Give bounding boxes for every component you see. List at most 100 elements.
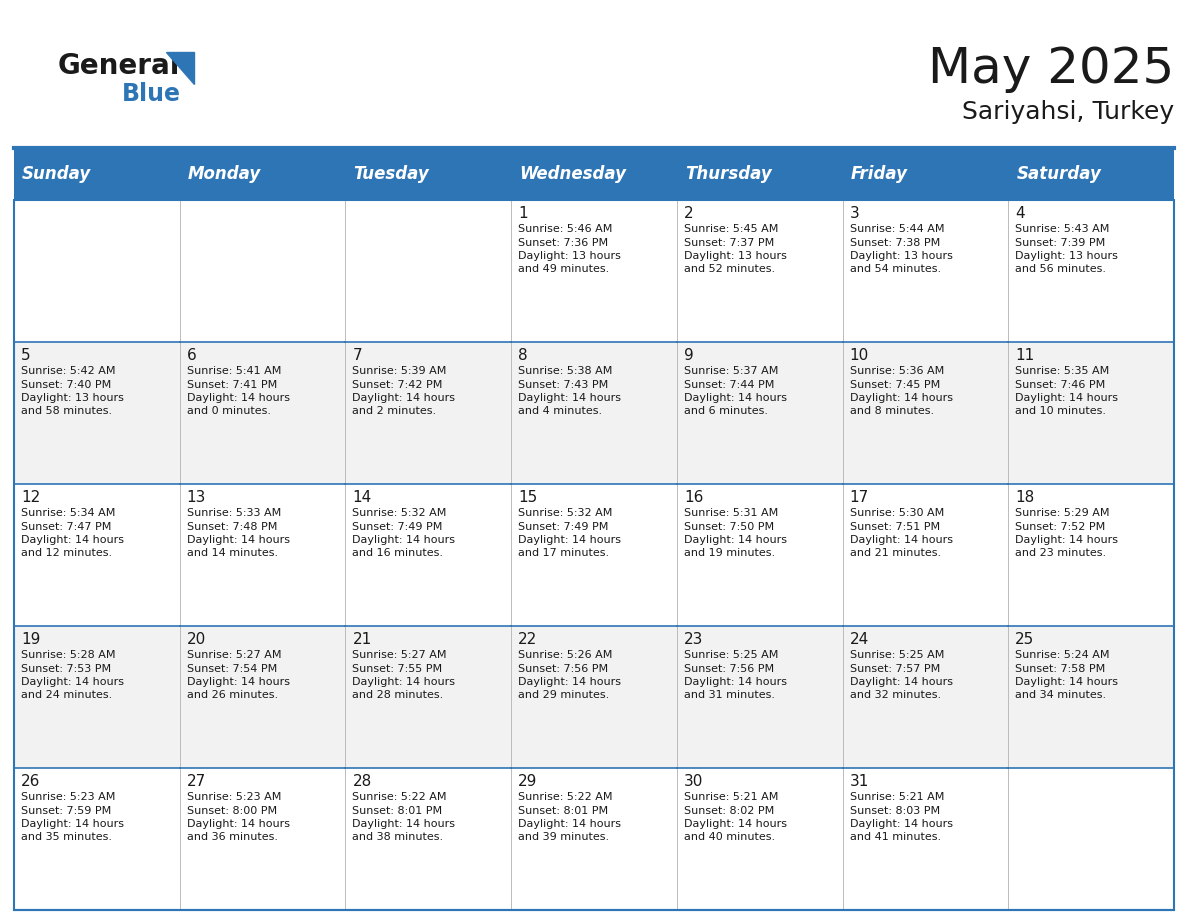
Text: 20: 20 bbox=[187, 632, 206, 647]
Text: Sunrise: 5:41 AM: Sunrise: 5:41 AM bbox=[187, 366, 282, 376]
Text: and 21 minutes.: and 21 minutes. bbox=[849, 548, 941, 558]
Text: Sunset: 7:42 PM: Sunset: 7:42 PM bbox=[353, 379, 443, 389]
Text: Daylight: 14 hours: Daylight: 14 hours bbox=[684, 677, 786, 687]
Text: Daylight: 14 hours: Daylight: 14 hours bbox=[353, 393, 455, 403]
Text: Sunset: 7:50 PM: Sunset: 7:50 PM bbox=[684, 521, 775, 532]
Text: 10: 10 bbox=[849, 348, 868, 363]
Text: Daylight: 14 hours: Daylight: 14 hours bbox=[353, 677, 455, 687]
Text: 29: 29 bbox=[518, 774, 537, 789]
Text: and 54 minutes.: and 54 minutes. bbox=[849, 264, 941, 274]
Text: and 35 minutes.: and 35 minutes. bbox=[21, 833, 112, 843]
Text: Daylight: 13 hours: Daylight: 13 hours bbox=[849, 251, 953, 261]
Text: Sunset: 7:41 PM: Sunset: 7:41 PM bbox=[187, 379, 277, 389]
Text: Sunset: 7:36 PM: Sunset: 7:36 PM bbox=[518, 238, 608, 248]
Text: Sunrise: 5:23 AM: Sunrise: 5:23 AM bbox=[187, 792, 282, 802]
Text: 9: 9 bbox=[684, 348, 694, 363]
Text: Sunrise: 5:32 AM: Sunrise: 5:32 AM bbox=[353, 508, 447, 518]
Text: Daylight: 14 hours: Daylight: 14 hours bbox=[1016, 535, 1118, 545]
Polygon shape bbox=[166, 52, 194, 84]
Text: Sunrise: 5:35 AM: Sunrise: 5:35 AM bbox=[1016, 366, 1110, 376]
Text: Sunrise: 5:21 AM: Sunrise: 5:21 AM bbox=[849, 792, 944, 802]
Text: Sunrise: 5:21 AM: Sunrise: 5:21 AM bbox=[684, 792, 778, 802]
Text: Daylight: 14 hours: Daylight: 14 hours bbox=[849, 819, 953, 829]
Text: Blue: Blue bbox=[122, 82, 181, 106]
Text: Saturday: Saturday bbox=[1016, 165, 1101, 183]
Text: Sunset: 7:47 PM: Sunset: 7:47 PM bbox=[21, 521, 112, 532]
Bar bbox=[677, 200, 842, 342]
Bar bbox=[1009, 768, 1174, 910]
Text: Sunday: Sunday bbox=[23, 165, 91, 183]
Text: and 29 minutes.: and 29 minutes. bbox=[518, 690, 609, 700]
Text: Sunrise: 5:36 AM: Sunrise: 5:36 AM bbox=[849, 366, 943, 376]
Text: Daylight: 13 hours: Daylight: 13 hours bbox=[684, 251, 786, 261]
Text: Daylight: 14 hours: Daylight: 14 hours bbox=[684, 535, 786, 545]
Text: Sunset: 7:37 PM: Sunset: 7:37 PM bbox=[684, 238, 775, 248]
Text: Sunrise: 5:23 AM: Sunrise: 5:23 AM bbox=[21, 792, 115, 802]
Text: Sunrise: 5:30 AM: Sunrise: 5:30 AM bbox=[849, 508, 943, 518]
Bar bbox=[14, 200, 1174, 910]
Text: Sunset: 7:55 PM: Sunset: 7:55 PM bbox=[353, 664, 443, 674]
Text: 17: 17 bbox=[849, 490, 868, 505]
Text: and 23 minutes.: and 23 minutes. bbox=[1016, 548, 1106, 558]
Text: and 38 minutes.: and 38 minutes. bbox=[353, 833, 443, 843]
Text: Daylight: 13 hours: Daylight: 13 hours bbox=[1016, 251, 1118, 261]
Text: Sunset: 7:46 PM: Sunset: 7:46 PM bbox=[1016, 379, 1106, 389]
Bar bbox=[677, 768, 842, 910]
Text: Sariyahsi, Turkey: Sariyahsi, Turkey bbox=[962, 100, 1174, 124]
Text: 14: 14 bbox=[353, 490, 372, 505]
Bar bbox=[511, 626, 677, 768]
Text: Daylight: 14 hours: Daylight: 14 hours bbox=[187, 677, 290, 687]
Text: and 40 minutes.: and 40 minutes. bbox=[684, 833, 775, 843]
Bar bbox=[1009, 200, 1174, 342]
Bar bbox=[14, 484, 179, 626]
Text: and 16 minutes.: and 16 minutes. bbox=[353, 548, 443, 558]
Text: Daylight: 14 hours: Daylight: 14 hours bbox=[21, 819, 124, 829]
Text: 2: 2 bbox=[684, 206, 694, 221]
Text: Sunrise: 5:45 AM: Sunrise: 5:45 AM bbox=[684, 224, 778, 234]
Text: Daylight: 14 hours: Daylight: 14 hours bbox=[684, 819, 786, 829]
Text: and 39 minutes.: and 39 minutes. bbox=[518, 833, 609, 843]
Text: Sunset: 7:56 PM: Sunset: 7:56 PM bbox=[684, 664, 775, 674]
Text: 12: 12 bbox=[21, 490, 40, 505]
Text: and 2 minutes.: and 2 minutes. bbox=[353, 407, 436, 417]
Text: Sunset: 7:51 PM: Sunset: 7:51 PM bbox=[849, 521, 940, 532]
Bar bbox=[677, 342, 842, 484]
Bar bbox=[14, 768, 179, 910]
Text: Sunrise: 5:22 AM: Sunrise: 5:22 AM bbox=[353, 792, 447, 802]
Bar bbox=[842, 342, 1009, 484]
Text: 25: 25 bbox=[1016, 632, 1035, 647]
Text: Sunset: 7:57 PM: Sunset: 7:57 PM bbox=[849, 664, 940, 674]
Text: 15: 15 bbox=[518, 490, 537, 505]
Text: Daylight: 14 hours: Daylight: 14 hours bbox=[21, 677, 124, 687]
Bar bbox=[179, 342, 346, 484]
Text: Sunset: 8:01 PM: Sunset: 8:01 PM bbox=[518, 805, 608, 815]
Text: Daylight: 14 hours: Daylight: 14 hours bbox=[849, 393, 953, 403]
Text: Sunset: 7:54 PM: Sunset: 7:54 PM bbox=[187, 664, 277, 674]
Text: Sunrise: 5:37 AM: Sunrise: 5:37 AM bbox=[684, 366, 778, 376]
Text: 19: 19 bbox=[21, 632, 40, 647]
Text: 1: 1 bbox=[518, 206, 527, 221]
Text: 23: 23 bbox=[684, 632, 703, 647]
Text: Daylight: 14 hours: Daylight: 14 hours bbox=[518, 677, 621, 687]
Text: Daylight: 14 hours: Daylight: 14 hours bbox=[518, 393, 621, 403]
Text: Sunrise: 5:27 AM: Sunrise: 5:27 AM bbox=[353, 650, 447, 660]
Text: and 14 minutes.: and 14 minutes. bbox=[187, 548, 278, 558]
Text: and 19 minutes.: and 19 minutes. bbox=[684, 548, 775, 558]
Text: Sunset: 8:01 PM: Sunset: 8:01 PM bbox=[353, 805, 443, 815]
Text: Sunrise: 5:25 AM: Sunrise: 5:25 AM bbox=[849, 650, 944, 660]
Text: 22: 22 bbox=[518, 632, 537, 647]
Text: and 8 minutes.: and 8 minutes. bbox=[849, 407, 934, 417]
Text: Sunrise: 5:32 AM: Sunrise: 5:32 AM bbox=[518, 508, 613, 518]
Bar bbox=[511, 484, 677, 626]
Bar bbox=[14, 148, 1174, 200]
Text: 7: 7 bbox=[353, 348, 362, 363]
Text: and 24 minutes.: and 24 minutes. bbox=[21, 690, 112, 700]
Bar bbox=[14, 200, 179, 342]
Text: Daylight: 14 hours: Daylight: 14 hours bbox=[1016, 393, 1118, 403]
Text: Sunset: 7:58 PM: Sunset: 7:58 PM bbox=[1016, 664, 1106, 674]
Bar bbox=[179, 768, 346, 910]
Text: 27: 27 bbox=[187, 774, 206, 789]
Text: Thursday: Thursday bbox=[684, 165, 772, 183]
Text: and 12 minutes.: and 12 minutes. bbox=[21, 548, 112, 558]
Text: 21: 21 bbox=[353, 632, 372, 647]
